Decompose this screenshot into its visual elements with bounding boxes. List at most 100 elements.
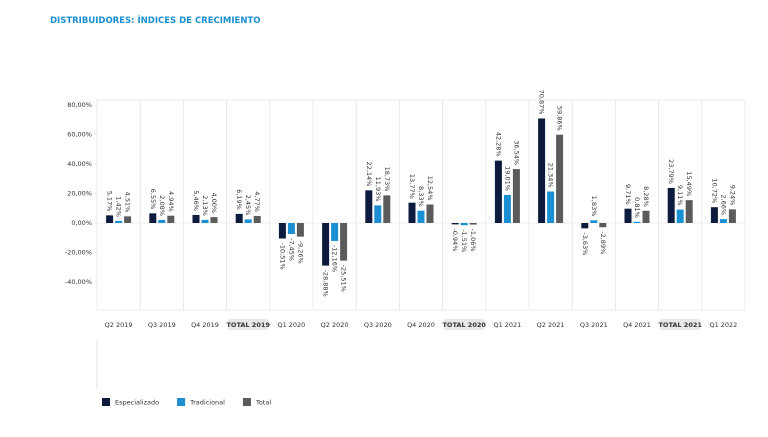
legend-swatch [177,398,186,406]
y-tick-label: -40,00% [65,278,92,286]
value-label: 36,54% [512,140,520,165]
x-tick-label: Q2 2019 [105,321,133,329]
bar [106,215,114,223]
bar [287,223,295,234]
bar [201,219,209,223]
bar [426,204,434,223]
value-label: 4,51% [124,192,132,213]
x-tick-label: TOTAL 2021 [658,321,702,329]
value-label: -7,45% [287,238,295,261]
value-label: 1,83% [590,196,598,217]
bar [383,195,391,223]
value-label: 10,72% [710,178,718,203]
x-tick-label: Q3 2021 [580,321,608,329]
legend-label: Especializado [115,399,159,407]
bar [728,209,736,223]
bar [460,223,468,226]
value-label: -12,16% [331,245,339,272]
x-tick-label: TOTAL 2019 [226,321,270,329]
bar [149,213,157,223]
x-tick-label: Q3 2020 [364,321,392,329]
bar [503,194,511,223]
bar [340,223,348,261]
value-label: -10,51% [278,243,286,270]
legend-label: Tradicional [189,399,225,407]
bar [624,208,632,223]
bar [556,134,564,223]
y-tick-label: -20,00% [65,249,92,257]
bar [322,223,330,266]
bar [331,223,339,241]
value-label: 9,11% [676,185,684,206]
bar [296,223,304,237]
value-label: 18,73% [383,167,391,192]
bar [408,202,416,223]
bar [374,205,382,223]
bar [599,223,607,228]
x-tick-label: Q4 2019 [191,321,219,329]
bar [538,118,546,223]
bar [719,219,727,223]
value-label: 4,77% [253,191,261,212]
bar [278,223,286,239]
value-label: 8,33% [417,186,425,207]
total-label-bg [660,319,701,330]
value-label: 8,28% [642,186,650,207]
value-label: -25,51% [340,265,348,292]
value-label: 2,66% [719,194,727,215]
x-tick-label: Q1 2022 [709,321,737,329]
bar [124,216,132,223]
bar [115,220,123,223]
y-tick-label: 40,00% [67,160,92,168]
value-label: 0,81% [633,197,641,218]
x-tick-label: Q4 2021 [623,321,651,329]
value-label: 15,49% [685,171,693,196]
x-tick-label: Q1 2020 [277,321,305,329]
bar [685,200,693,223]
value-label: -1,06% [469,229,477,252]
y-tick-label: 80,00% [67,101,92,109]
legend-swatch [102,398,110,406]
value-label: 12,54% [426,176,434,201]
value-label: 42,28% [494,132,502,157]
value-label: 21,34% [547,163,555,188]
bar [253,215,261,223]
bar [710,207,718,223]
bar [676,209,684,223]
y-tick-label: 20,00% [67,190,92,198]
y-tick-label: 60,00% [67,131,92,139]
bar [494,160,502,223]
value-label: -3,63% [581,232,589,255]
value-label: 11,93% [374,177,382,202]
plot-frame [96,99,746,311]
bar [633,221,641,223]
value-label: 5,46% [192,190,200,211]
value-label: 70,87% [538,90,546,115]
value-label: 6,55% [149,189,157,210]
value-label: 9,71% [624,184,632,205]
bar [244,219,252,223]
bar [167,215,175,223]
total-label-bg [444,319,485,330]
value-label: -0,94% [451,228,459,251]
bar [417,210,425,223]
value-label: 13,77% [408,174,416,199]
bar [547,191,555,223]
value-label: 22,14% [365,162,373,187]
value-label: 1,42% [115,196,123,217]
x-tick-label: Q1 2021 [493,321,521,329]
value-label: 9,24% [728,185,736,206]
value-label: -9,26% [296,241,304,264]
x-tick-label: Q2 2021 [537,321,565,329]
bar [365,190,373,223]
value-label: -1,51% [460,229,468,252]
value-label: 2,08% [158,195,166,216]
bar [667,187,675,223]
bar [581,223,589,229]
bar [158,219,166,223]
bar [451,223,459,225]
value-label: 2,45% [244,195,252,216]
chart-title: DISTRIBUIDORES: ÍNDICES DE CRECIMIENTO [50,14,261,26]
x-tick-label: Q3 2019 [148,321,176,329]
